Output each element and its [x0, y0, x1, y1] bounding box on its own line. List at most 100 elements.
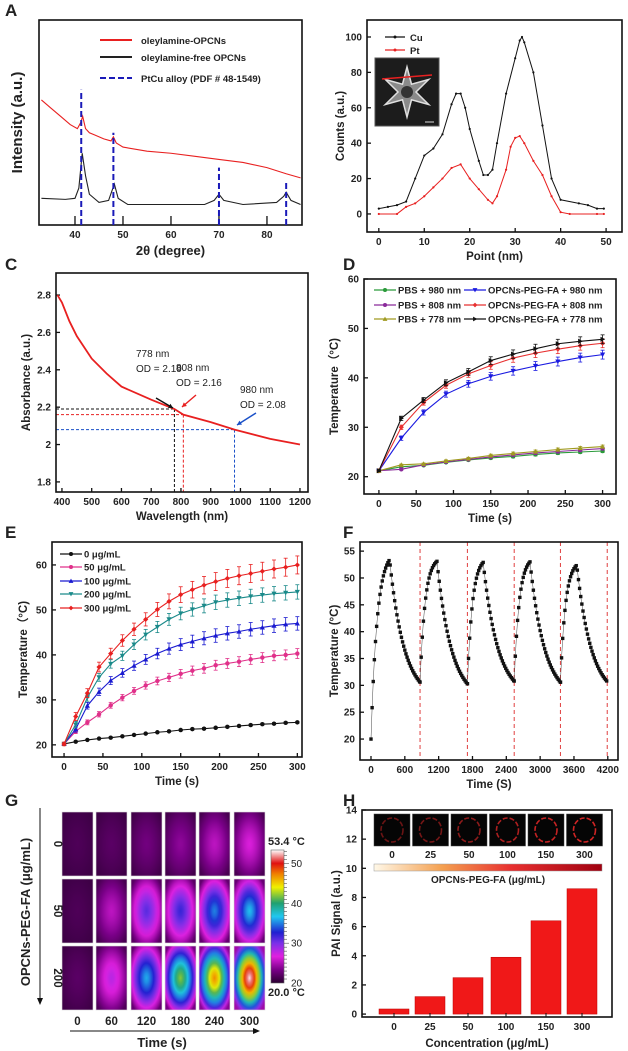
x-axis-title: Time (s)	[468, 513, 512, 525]
y-tick-label: 30	[36, 695, 48, 706]
y-tick-label: 60	[348, 275, 360, 286]
x-tick-label: 50	[411, 499, 423, 510]
data-point	[482, 570, 487, 575]
column-label: 120	[137, 1016, 156, 1028]
panel-label: D	[343, 255, 355, 274]
y-tick-label: 40	[348, 373, 360, 384]
data-point	[372, 658, 377, 662]
data-point	[443, 392, 449, 397]
legend-label: 200 μg/mL	[84, 590, 131, 601]
data-point	[178, 611, 184, 617]
y-tick-label: 10	[346, 864, 358, 875]
data-point	[381, 574, 386, 578]
data-point	[522, 571, 527, 575]
cycle-line	[419, 560, 468, 684]
data-point	[486, 198, 490, 201]
plot-frame	[363, 278, 617, 495]
data-point	[518, 39, 521, 42]
data-point	[590, 649, 594, 653]
data-point	[555, 359, 561, 365]
legend-label: PBS + 808 nm	[398, 301, 461, 312]
data-point	[577, 445, 583, 451]
data-point	[504, 92, 508, 95]
x-tick-label: 1100	[259, 497, 281, 508]
y-tick-label: 60	[351, 103, 363, 114]
x-tick-label: 80	[261, 230, 273, 241]
data-point	[120, 695, 125, 700]
data-point	[379, 585, 383, 589]
data-point	[497, 649, 501, 654]
data-point	[68, 592, 74, 597]
data-point	[504, 666, 508, 671]
gradient-caption: OPCNs-PEG-FA (μg/mL)	[431, 875, 545, 886]
data-point	[577, 586, 582, 591]
data-point	[539, 633, 543, 638]
y-tick-label: 1.8	[37, 477, 51, 488]
data-point	[499, 656, 503, 660]
data-point	[399, 467, 404, 472]
data-point	[68, 564, 74, 570]
data-point	[96, 736, 102, 741]
data-point	[541, 124, 544, 127]
data-point	[404, 652, 408, 656]
data-point	[390, 582, 395, 586]
data-point	[96, 664, 102, 670]
thermal-image-cell	[198, 945, 231, 1011]
panel-label: G	[5, 791, 18, 810]
x-tick-label: 150	[538, 1022, 555, 1033]
x-axis-title: 2θ (degree)	[136, 243, 205, 258]
plot-frame	[51, 541, 303, 758]
data-point	[559, 656, 564, 660]
thermal-image-cell	[198, 878, 231, 944]
data-point	[178, 641, 184, 647]
data-point	[529, 570, 533, 574]
data-point	[225, 724, 230, 730]
data-point	[574, 563, 578, 568]
data-point	[398, 424, 404, 430]
y-axis-title: Counts (a.u.)	[335, 91, 347, 161]
x-tick-label: 100	[498, 1022, 515, 1033]
annotation-wavelength: 808 nm	[176, 363, 209, 374]
data-point	[450, 166, 453, 170]
legend-label: 300 μg/mL	[84, 604, 131, 615]
x-tick-label: 0	[391, 1022, 397, 1033]
pai-signal-ring	[495, 817, 520, 843]
legend-label: oleylamine-free OPCNs	[141, 53, 246, 64]
data-point	[213, 663, 218, 668]
series-line-pt	[378, 135, 604, 215]
bar	[530, 920, 562, 1015]
y-tick-label: 6	[351, 922, 357, 933]
data-point	[583, 621, 587, 626]
data-point	[459, 163, 462, 166]
x-tick-label: 1800	[461, 765, 484, 776]
data-point	[423, 596, 428, 600]
data-point	[154, 624, 160, 630]
data-point	[108, 703, 113, 708]
x-tick-label: 700	[143, 497, 160, 508]
series-1	[376, 349, 606, 474]
x-axis-title: Time (s)	[137, 1035, 187, 1050]
pai-signal-ring	[418, 817, 443, 843]
data-point	[414, 202, 417, 205]
data-point	[443, 380, 449, 386]
data-point	[585, 632, 590, 636]
data-point	[578, 338, 583, 344]
heating-cycle-3	[465, 560, 516, 686]
data-point	[476, 568, 481, 573]
data-point	[553, 672, 557, 676]
data-point	[547, 660, 551, 664]
data-point	[414, 177, 417, 180]
data-point	[532, 596, 537, 600]
data-point	[213, 632, 219, 638]
data-point	[84, 690, 90, 696]
data-point	[515, 618, 520, 623]
series-0	[376, 448, 605, 473]
data-point	[592, 656, 596, 660]
thermal-image-cell	[164, 878, 197, 944]
data-point	[488, 362, 494, 369]
data-point	[502, 664, 507, 668]
data-point	[457, 669, 462, 673]
colorbar-tick-label: 30	[291, 939, 303, 950]
data-point	[511, 351, 516, 357]
data-point	[143, 632, 149, 638]
